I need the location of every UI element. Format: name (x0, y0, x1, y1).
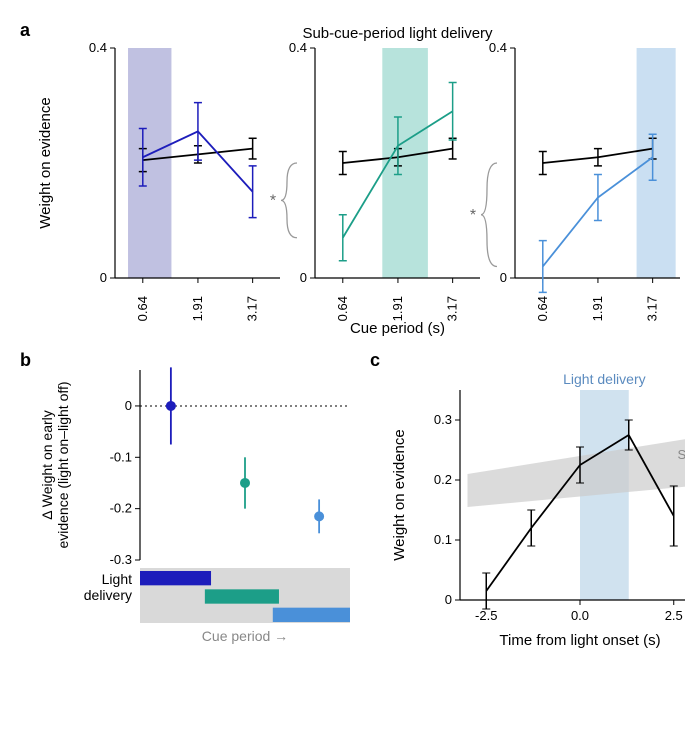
svg-text:Light delivery: Light delivery (563, 371, 646, 387)
svg-text:3.17: 3.17 (645, 296, 660, 321)
panel-a-label: a (20, 20, 30, 41)
svg-text:*: * (470, 207, 476, 224)
svg-text:0.64: 0.64 (535, 296, 550, 321)
svg-text:3.17: 3.17 (445, 296, 460, 321)
panel-b-chart: 0 -0.1 -0.2 -0.3 Δ Weight on earlyevidence (… (20, 350, 370, 655)
svg-text:0.0: 0.0 (571, 608, 589, 623)
svg-text:Time from light onset (s): Time from light onset (s) (499, 632, 660, 649)
svg-text:-2.5: -2.5 (475, 608, 497, 623)
panel-c-chart: 0 0.1 0.2 0.3 -2.5 0.0 2.5 Light delivery Shuffl… (380, 350, 685, 650)
svg-text:0.4: 0.4 (489, 40, 507, 55)
svg-text:Light: Light (102, 571, 132, 587)
svg-text:evidence (light on–light off): evidence (light on–light off) (55, 381, 71, 548)
svg-text:Weight on evidence: Weight on evidence (37, 97, 54, 228)
svg-text:0.3: 0.3 (434, 412, 452, 427)
svg-text:Δ Weight on early: Δ Weight on early (39, 410, 55, 519)
svg-text:0.64: 0.64 (135, 296, 150, 321)
svg-text:0: 0 (500, 270, 507, 285)
svg-text:0: 0 (445, 592, 452, 607)
panel-c-label: c (370, 350, 380, 371)
svg-text:delivery: delivery (84, 587, 132, 603)
svg-text:0: 0 (125, 398, 132, 413)
svg-text:1.91: 1.91 (190, 296, 205, 321)
svg-text:0.64: 0.64 (335, 296, 350, 321)
svg-text:*: * (270, 192, 276, 209)
svg-text:3.17: 3.17 (245, 296, 260, 321)
svg-text:Shuffle: Shuffle (678, 447, 685, 462)
svg-text:-0.3: -0.3 (110, 552, 132, 567)
svg-text:2.5: 2.5 (665, 608, 683, 623)
svg-text:Cue period (s): Cue period (s) (350, 320, 445, 337)
svg-text:0: 0 (300, 270, 307, 285)
svg-text:0.2: 0.2 (434, 472, 452, 487)
svg-text:-0.2: -0.2 (110, 501, 132, 516)
svg-text:0.1: 0.1 (434, 532, 452, 547)
svg-text:Weight on evidence: Weight on evidence (391, 429, 408, 560)
svg-text:1.91: 1.91 (390, 296, 405, 321)
svg-text:-0.1: -0.1 (110, 449, 132, 464)
panel-a-chart: Sub-cue-period light delivery 0 0.4 0.64 1.9… (20, 20, 685, 350)
svg-text:Cue period →: Cue period → (202, 628, 288, 644)
svg-text:0: 0 (100, 270, 107, 285)
svg-text:Sub-cue-period light delivery: Sub-cue-period light delivery (302, 25, 493, 42)
svg-text:1.91: 1.91 (590, 296, 605, 321)
svg-text:0.4: 0.4 (89, 40, 107, 55)
svg-text:0.4: 0.4 (289, 40, 307, 55)
